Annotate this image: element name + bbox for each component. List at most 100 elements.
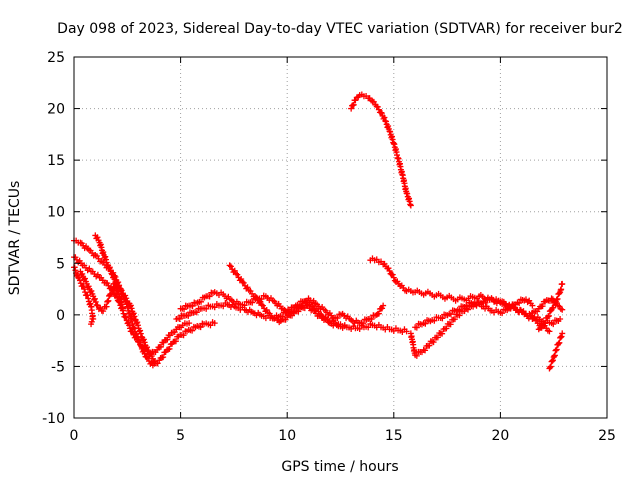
- data-point: [507, 305, 514, 312]
- data-point: [238, 276, 245, 283]
- data-point: [413, 324, 420, 331]
- data-point: [86, 265, 93, 272]
- x-tick-label: 25: [598, 428, 616, 444]
- data-point: [148, 353, 155, 360]
- data-point: [181, 306, 188, 313]
- data-point: [189, 303, 196, 310]
- series-track-13: [546, 330, 566, 372]
- data-point: [482, 299, 489, 306]
- data-point: [130, 310, 137, 317]
- data-point: [116, 285, 123, 292]
- data-point: [253, 294, 260, 301]
- data-point: [211, 304, 218, 311]
- data-point: [550, 304, 557, 311]
- data-point: [556, 290, 563, 297]
- data-point: [348, 105, 355, 112]
- data-point: [106, 264, 113, 271]
- data-point: [557, 315, 564, 322]
- data-point: [107, 291, 114, 298]
- data-point: [141, 339, 148, 346]
- data-point: [130, 324, 137, 331]
- data-point: [131, 313, 138, 320]
- data-point: [164, 336, 171, 343]
- data-point: [368, 316, 375, 323]
- data-point: [143, 354, 150, 361]
- series-track-8: [226, 262, 348, 330]
- data-point: [234, 271, 241, 278]
- data-point: [557, 334, 564, 341]
- data-point: [94, 234, 101, 241]
- data-point: [244, 284, 251, 291]
- data-point: [107, 267, 114, 274]
- data-point: [120, 305, 127, 312]
- data-point: [550, 321, 557, 328]
- data-point: [220, 303, 227, 310]
- data-point: [122, 292, 129, 299]
- series-track-12: [412, 296, 536, 331]
- data-point: [206, 293, 213, 300]
- data-point: [81, 286, 88, 293]
- data-point: [226, 262, 233, 269]
- x-tick-label: 15: [385, 428, 403, 444]
- data-point: [374, 103, 381, 110]
- data-point: [231, 267, 238, 274]
- data-point: [365, 324, 372, 331]
- data-point: [147, 350, 154, 357]
- data-point: [542, 319, 549, 326]
- data-point: [548, 295, 555, 302]
- data-point: [549, 357, 556, 364]
- chart-title: Day 098 of 2023, Sidereal Day-to-day VTE…: [57, 21, 623, 37]
- data-point: [71, 264, 78, 271]
- data-point: [259, 302, 266, 309]
- data-point: [390, 274, 397, 281]
- data-point: [386, 267, 393, 274]
- y-tick-label: 20: [47, 102, 65, 118]
- data-point: [72, 267, 79, 274]
- x-tick-label: 5: [176, 428, 185, 444]
- series-track-5: [92, 232, 159, 365]
- data-point: [123, 295, 130, 302]
- data-point: [185, 312, 192, 319]
- plot-frame: [73, 56, 608, 419]
- data-point: [115, 283, 122, 290]
- data-point: [252, 293, 259, 300]
- data-point: [499, 310, 506, 317]
- data-point: [382, 118, 389, 125]
- y-tick-label: 10: [47, 205, 65, 221]
- data-point: [559, 280, 566, 287]
- data-point: [81, 275, 88, 282]
- data-point: [549, 357, 556, 364]
- data-point: [385, 123, 392, 130]
- data-point: [102, 253, 109, 260]
- data-point: [389, 271, 396, 278]
- data-point: [439, 330, 446, 337]
- data-point: [430, 339, 437, 346]
- y-tick-label: 5: [56, 256, 65, 272]
- data-point: [546, 328, 553, 335]
- data-point: [134, 319, 141, 326]
- data-point: [132, 333, 139, 340]
- data-point: [456, 312, 463, 319]
- data-point: [559, 330, 566, 337]
- data-point: [447, 321, 454, 328]
- data-point: [110, 273, 117, 280]
- data-point: [422, 347, 429, 354]
- data-point: [186, 320, 193, 327]
- data-point: [249, 299, 256, 306]
- data-point: [85, 295, 92, 302]
- data-point: [166, 345, 173, 352]
- data-point: [126, 322, 133, 329]
- data-point: [451, 316, 458, 323]
- data-point: [193, 309, 200, 316]
- data-point: [198, 298, 205, 305]
- data-point: [379, 305, 386, 312]
- data-point: [547, 364, 554, 371]
- data-point: [157, 343, 164, 350]
- data-point: [558, 286, 565, 293]
- data-point: [378, 110, 385, 117]
- data-point: [134, 322, 141, 329]
- data-point: [100, 308, 107, 315]
- data-point: [94, 271, 101, 278]
- data-point: [127, 302, 134, 309]
